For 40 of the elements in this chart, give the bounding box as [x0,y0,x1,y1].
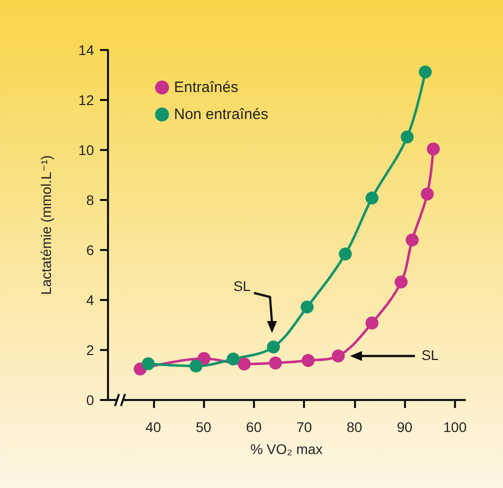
point [300,300,314,314]
annotation: SL [233,278,251,294]
point [406,234,419,246]
x-axis-title: % VO₂ max [250,441,323,457]
point [426,142,440,156]
y-tick-label: 6 [86,242,94,258]
point [190,360,202,372]
x-tick-label: 80 [346,419,362,435]
x-tick-label: 60 [246,419,262,435]
y-tick-label: 2 [86,342,94,358]
x-tick-label: 100 [443,419,467,435]
point [394,276,408,288]
x-tick-label: 70 [296,419,312,435]
point [142,357,155,370]
annotation: SL [421,347,439,363]
point [365,316,378,330]
legend-label: Non entraînés [174,106,268,123]
point [238,358,251,370]
point [338,248,352,260]
point [332,350,345,362]
point [418,66,432,78]
point [198,352,211,365]
y-tick-label: 8 [86,192,94,208]
y-tick-label: 12 [78,92,94,108]
point [420,188,434,200]
x-tick-label: 40 [145,419,162,435]
point [266,340,280,354]
y-tick-label: 10 [78,142,94,158]
legend-label: Entraînés [174,79,238,96]
x-tick-label: 50 [196,419,212,435]
point [365,192,378,204]
y-tick-label: 0 [86,392,94,408]
point [226,352,240,366]
point [268,356,282,370]
point [302,354,315,367]
y-tick-label: 4 [86,292,94,308]
y-axis-title: Lactatémie (mmol.L⁻¹) [38,155,54,295]
y-tick-label: 14 [78,42,94,58]
point [400,130,414,144]
x-tick-label: 90 [396,419,413,435]
